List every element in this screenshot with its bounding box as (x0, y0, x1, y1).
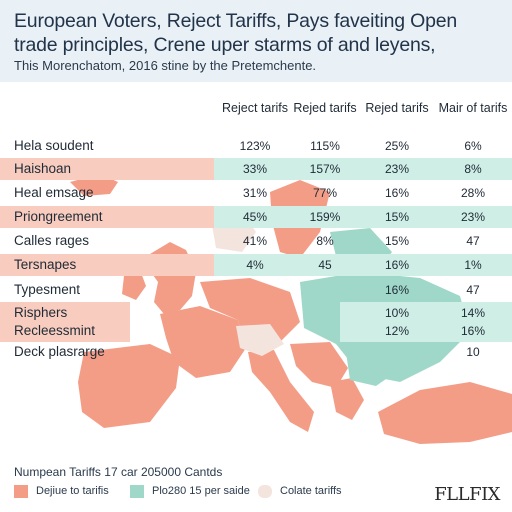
map-region-romania (346, 350, 396, 386)
table-cell: 16% (384, 186, 410, 200)
legend-swatch-colate (258, 485, 272, 498)
table-row: Calles rages 41% 8% 15% 47 (0, 230, 512, 252)
table-cell: 25% (384, 139, 410, 153)
table-cell: 45 (318, 258, 332, 272)
table-cell: 77% (312, 186, 338, 200)
table-cell: 16% (460, 324, 486, 338)
table-cell: 123% (239, 139, 271, 153)
table-cell: 31% (242, 186, 268, 200)
map-region-ireland (122, 270, 146, 300)
legend-label-colate: Colate tariffs (280, 485, 342, 497)
table-row: Deck plasrarge 10 (0, 341, 512, 363)
table-cell: 1% (464, 258, 482, 272)
table-cell: 12% (384, 324, 410, 338)
column-header-3: Rejed tarifs (365, 101, 429, 115)
row-band (340, 302, 512, 324)
map-region-alps (236, 324, 284, 356)
row-band (0, 254, 214, 276)
table-cell: 15% (384, 210, 410, 224)
row-band (214, 206, 512, 228)
table-cell: 8% (464, 162, 482, 176)
legend-label-reject: Dejiue to tarifis (36, 485, 109, 497)
row-band (0, 302, 130, 324)
row-label: Haishoan (14, 161, 72, 176)
row-label: Priongreement (14, 209, 103, 224)
table-cell: 41% (242, 234, 268, 248)
map-region-iberia (78, 344, 180, 428)
table-cell: 16% (384, 283, 410, 297)
table-cell: 23% (460, 210, 486, 224)
brand-logo: FLLFIX (434, 484, 500, 505)
row-band (214, 158, 512, 180)
row-band (0, 320, 130, 342)
table-row: Haishoan 33% 157% 23% 8% (0, 158, 512, 180)
header: European Voters, Reject Tariffs, Pays fa… (0, 0, 512, 82)
table-row: Risphers 10% 14% (0, 302, 512, 324)
table-cell: 23% (384, 162, 410, 176)
map-region-balkans (290, 342, 348, 388)
row-label: Tersnapes (14, 257, 77, 272)
row-band (0, 206, 214, 228)
table-cell: 47 (466, 234, 480, 248)
map-region-central (200, 278, 300, 348)
column-header-1: Reject tarifs (222, 101, 288, 115)
row-band (0, 158, 214, 180)
legend-swatch-reject (14, 485, 28, 498)
row-label: Typesment (14, 282, 81, 297)
table-cell: 10% (384, 306, 410, 320)
row-label: Hela soudent (14, 138, 94, 153)
table-cell: 16% (384, 258, 410, 272)
row-label: Deck plasrarge (14, 344, 105, 359)
europe-map (70, 174, 512, 444)
table-cell: 33% (242, 162, 268, 176)
table-cell: 28% (460, 186, 486, 200)
table-cell: 47 (466, 283, 480, 297)
table-cell: 6% (464, 139, 482, 153)
legend-label-per-side: Plo280 15 per saide (152, 485, 250, 497)
table-row: Recleessmint 12% 16% (0, 320, 512, 342)
table-cell: 8% (316, 234, 334, 248)
table-cell: 157% (309, 162, 341, 176)
legend-swatch-per-side (130, 485, 144, 498)
row-label: Risphers (14, 305, 68, 320)
map-region-italy (248, 350, 314, 432)
page-subtitle: This Morenchatom, 2016 stine by the Pret… (14, 58, 317, 73)
row-label: Recleessmint (14, 323, 96, 338)
table-cell: 45% (242, 210, 268, 224)
table-cell: 14% (460, 306, 486, 320)
table-row: Tersnapes 4% 45 16% 1% (0, 254, 512, 276)
row-band (340, 320, 512, 342)
column-header-4: Mair of tarifs (438, 101, 508, 115)
row-label: Heal emsage (14, 185, 94, 200)
page-title: European Voters, Reject Tariffs, Pays fa… (14, 10, 458, 56)
table-row: Priongreement 45% 159% 15% 23% (0, 206, 512, 228)
column-header-2: Rejed tarifs (293, 101, 357, 115)
map-region-greece (330, 378, 364, 420)
table-cell: 159% (309, 210, 341, 224)
table-row: Hela soudent 123% 115% 25% 6% (0, 135, 512, 157)
row-band (214, 254, 512, 276)
map-region-france (160, 306, 246, 378)
table-row: Heal emsage 31% 77% 16% 28% (0, 182, 512, 204)
map-region-turkey (378, 382, 512, 444)
table-cell: 15% (384, 234, 410, 248)
table-row: Typesment 16% 47 (0, 279, 512, 301)
table-cell: 4% (246, 258, 264, 272)
table-cell: 115% (310, 139, 340, 153)
row-label: Calles rages (14, 233, 90, 248)
table-cell: 10 (466, 345, 480, 359)
legend-title: Numpean Tariffs 17 car 205000 Cantds (14, 465, 223, 479)
